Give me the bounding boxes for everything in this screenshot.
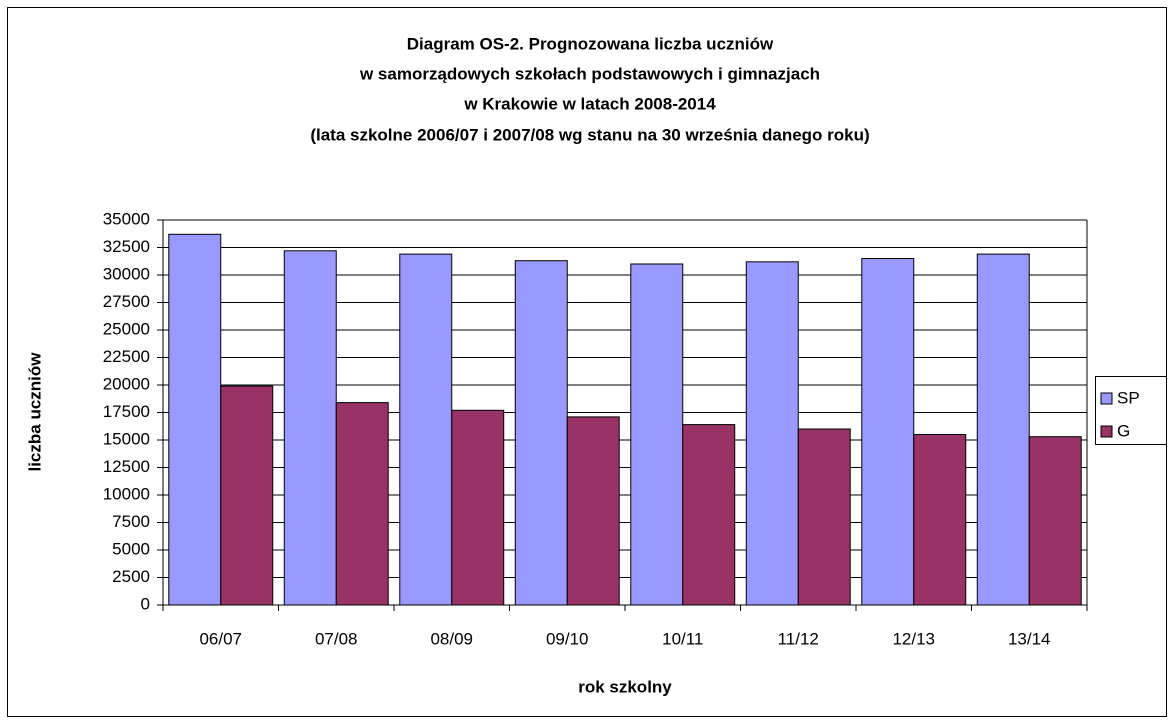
x-tick-label: 08/09 — [430, 629, 473, 648]
bar — [566, 416, 620, 606]
bar — [451, 409, 505, 606]
bar — [861, 258, 915, 606]
y-tick-label: 7500 — [112, 512, 150, 531]
y-tick-label: 20000 — [103, 374, 150, 393]
bar — [514, 260, 568, 606]
x-tick-label: 13/14 — [1008, 629, 1051, 648]
y-tick-label: 2500 — [112, 567, 150, 586]
y-tick-label: 10000 — [103, 484, 150, 503]
chart-title: (lata szkolne 2006/07 i 2007/08 wg stanu… — [310, 125, 869, 144]
x-tick-label: 07/08 — [315, 629, 358, 648]
x-axis-label: rok szkolny — [578, 677, 672, 696]
bar — [745, 261, 799, 606]
y-tick-label: 22500 — [103, 347, 150, 366]
y-tick-label: 25000 — [103, 319, 150, 338]
bar — [630, 263, 684, 606]
bar — [913, 434, 967, 606]
bar — [168, 233, 222, 606]
x-tick-label: 06/07 — [199, 629, 242, 648]
bar — [976, 253, 1030, 606]
y-tick-label: 32500 — [103, 237, 150, 256]
bar — [797, 428, 851, 606]
y-tick-label: 5000 — [112, 539, 150, 558]
x-tick-label: 09/10 — [546, 629, 589, 648]
y-tick-label: 30000 — [103, 264, 150, 283]
legend-swatch — [1100, 425, 1113, 438]
y-tick-label: 35000 — [103, 209, 150, 228]
bar — [1028, 436, 1082, 606]
legend-swatch — [1100, 392, 1113, 405]
y-tick-label: 12500 — [103, 457, 150, 476]
chart-title: w samorządowych szkołach podstawowych i … — [359, 64, 820, 83]
x-tick-label: 11/12 — [778, 629, 819, 648]
x-tick-label: 12/13 — [892, 629, 935, 648]
chart-title: w Krakowie w latach 2008-2014 — [463, 94, 716, 113]
bar — [220, 385, 274, 606]
bar — [682, 424, 736, 606]
y-tick-label: 15000 — [103, 429, 150, 448]
chart-title: Diagram OS-2. Prognozowana liczba ucznió… — [407, 34, 774, 53]
legend-label: SP — [1117, 388, 1140, 407]
y-axis-label: liczba uczniów — [25, 352, 44, 472]
y-tick-label: 17500 — [103, 402, 150, 421]
y-tick-label: 27500 — [103, 292, 150, 311]
bar — [335, 402, 389, 606]
y-tick-label: 0 — [141, 594, 150, 613]
x-tick-label: 10/11 — [662, 629, 703, 648]
legend-label: G — [1117, 421, 1130, 440]
bar — [399, 253, 453, 606]
bar — [283, 250, 337, 606]
